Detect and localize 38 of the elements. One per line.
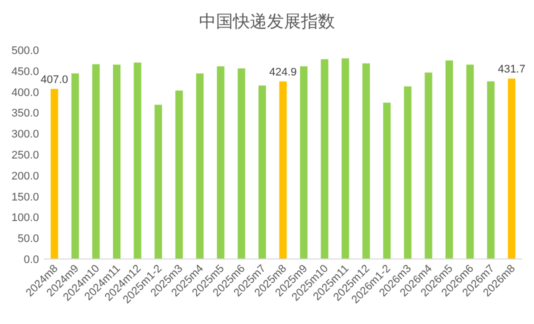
bar bbox=[383, 102, 391, 259]
data-label: 407.0 bbox=[40, 74, 68, 86]
bar bbox=[113, 64, 120, 259]
bar bbox=[92, 64, 100, 259]
bar bbox=[134, 62, 142, 259]
bar bbox=[216, 66, 224, 259]
bar bbox=[508, 78, 516, 259]
bar bbox=[404, 86, 412, 259]
bar bbox=[175, 90, 183, 259]
bar bbox=[279, 81, 287, 259]
bar bbox=[320, 59, 328, 259]
bar bbox=[196, 73, 204, 259]
y-tick-label: 400.0 bbox=[11, 86, 39, 99]
data-label: 424.9 bbox=[269, 66, 297, 78]
y-tick-label: 150.0 bbox=[11, 191, 39, 204]
chart-title: 中国快递发展指数 bbox=[199, 12, 335, 31]
y-tick-label: 250.0 bbox=[11, 150, 39, 162]
bar bbox=[238, 68, 246, 259]
y-tick-label: 350.0 bbox=[11, 108, 39, 120]
bar bbox=[362, 63, 370, 259]
data-label: 431.7 bbox=[498, 64, 526, 76]
y-tick-label: 300.0 bbox=[11, 128, 39, 141]
bar bbox=[466, 64, 474, 259]
bar bbox=[300, 66, 308, 259]
y-tick-label: 500.0 bbox=[11, 45, 39, 57]
y-tick-label: 200.0 bbox=[11, 170, 39, 182]
bar bbox=[258, 86, 266, 259]
y-tick-label: 0.0 bbox=[24, 254, 39, 266]
bar bbox=[424, 72, 432, 259]
y-tick-label: 450.0 bbox=[11, 66, 39, 78]
y-tick-label: 100.0 bbox=[11, 212, 39, 224]
y-tick-label: 50.0 bbox=[18, 233, 39, 246]
bar bbox=[487, 81, 495, 259]
bar bbox=[71, 73, 79, 259]
bar bbox=[446, 60, 453, 259]
bar bbox=[154, 104, 162, 259]
bar bbox=[50, 88, 58, 259]
bar bbox=[342, 58, 350, 259]
